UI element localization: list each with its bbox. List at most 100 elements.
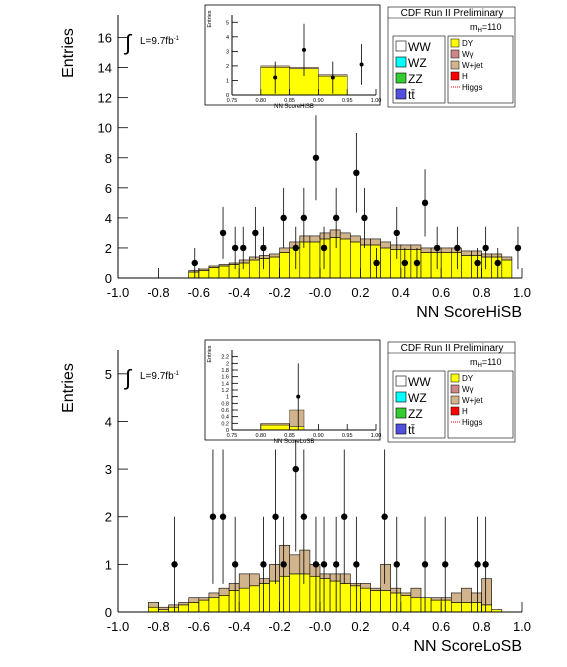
histogram-bar	[178, 604, 190, 613]
x-tick-label: 1.00	[371, 433, 382, 439]
histogram-bar	[471, 592, 482, 603]
y-tick-label: 0	[105, 605, 112, 620]
data-point	[494, 259, 501, 267]
x-tick-label: 0.90	[313, 433, 324, 439]
data-point	[300, 513, 308, 520]
histogram-bar	[329, 573, 341, 582]
histogram-bar	[339, 238, 351, 279]
data-point	[240, 244, 247, 252]
histogram-bar	[218, 264, 230, 267]
legend-swatch	[395, 391, 407, 403]
histogram-bar	[259, 255, 270, 259]
luminosity-unit-power: -1	[174, 36, 180, 42]
histogram-bar	[188, 270, 200, 273]
y-tick-label: 16	[98, 31, 112, 46]
histogram-bar	[339, 573, 351, 584]
histogram-bar	[208, 265, 220, 268]
x-tick-label: -0.0	[309, 619, 331, 634]
data-point	[332, 214, 340, 222]
legend-label: WZ	[408, 391, 427, 405]
data-point	[373, 259, 380, 267]
luminosity-value: L=9.7fb	[140, 371, 174, 382]
legend-swatch	[395, 407, 407, 419]
legend-swatch	[395, 40, 407, 52]
legend-swatch	[395, 88, 407, 100]
histogram-bar	[440, 599, 452, 613]
x-tick-label: 0.2	[351, 285, 369, 300]
x-tick-label: 0.2	[351, 619, 369, 634]
data-point	[474, 561, 481, 568]
histogram-bar	[269, 580, 280, 613]
y-tick-label: 8	[105, 151, 112, 166]
histogram-bar	[259, 578, 270, 584]
legend-label: WZ	[408, 56, 427, 70]
histogram-bar	[440, 252, 452, 279]
histogram-bar	[259, 258, 270, 279]
data-point	[442, 561, 449, 568]
histogram-bar	[450, 592, 462, 603]
data-point	[514, 244, 522, 252]
data-point	[260, 561, 267, 568]
y-tick-label: 1	[105, 557, 112, 572]
data-point	[171, 561, 178, 568]
histogram-bar	[289, 554, 301, 575]
histogram-bar	[420, 597, 432, 613]
legend-label: DY	[462, 39, 474, 48]
data-point	[292, 465, 299, 473]
legend-label: WW	[408, 375, 431, 389]
legend-swatch	[450, 60, 460, 70]
histogram-bar	[299, 235, 311, 243]
histogram-bar	[370, 587, 381, 591]
y-tick-label: 4	[105, 211, 112, 226]
histogram-bar	[269, 256, 280, 279]
mass-label: mH=110	[470, 357, 501, 369]
legend-label: Wγ	[462, 50, 474, 59]
histogram-bar	[228, 262, 240, 265]
legend-label: H	[462, 407, 468, 416]
histogram-bar	[238, 262, 250, 279]
x-tick-label: 0.80	[255, 433, 266, 439]
histogram-bar	[208, 267, 220, 279]
y-tick-label: 2	[226, 64, 229, 70]
x-axis-title: NN ScoreHiSB	[274, 104, 314, 110]
x-tick-label: -0.4	[228, 619, 250, 634]
y-tick-label: 0	[226, 93, 229, 99]
histogram-bar	[188, 597, 200, 603]
data-point	[296, 394, 301, 399]
x-tick-label: 0.4	[392, 285, 410, 300]
mass-subscript: H	[478, 363, 482, 369]
histogram-bar	[289, 573, 301, 613]
legend-swatch	[450, 395, 460, 405]
histogram-bar	[208, 597, 220, 613]
histogram-bar	[390, 587, 402, 594]
legend-swatch	[450, 373, 460, 383]
y-tick-label: 2	[226, 361, 229, 367]
data-point	[421, 199, 429, 207]
histogram-bar	[228, 264, 240, 279]
data-point	[219, 513, 227, 520]
histogram-bar	[370, 238, 381, 246]
x-axis-title: NN ScoreLoSB	[414, 638, 523, 655]
histogram-bar	[148, 602, 159, 608]
histogram-bar	[158, 606, 169, 610]
histogram-bar	[238, 587, 250, 613]
luminosity-unit-power: -1	[174, 371, 180, 377]
legend-swatch	[395, 375, 407, 387]
data-point	[393, 561, 400, 568]
data-point	[191, 259, 198, 267]
x-tick-label: 0.6	[432, 285, 450, 300]
histogram-bar	[299, 573, 311, 613]
histogram-bar	[339, 232, 351, 240]
data-point	[302, 47, 306, 52]
legend-label: WW	[408, 40, 431, 54]
legend-label: W+jet	[462, 61, 483, 70]
histogram-bar	[218, 587, 230, 596]
y-axis-title: Entries	[207, 345, 213, 362]
histogram-bar	[450, 252, 462, 279]
histogram-bar	[380, 247, 392, 279]
legend-label: ZZ	[408, 407, 423, 421]
histogram-bar	[349, 583, 361, 587]
histogram-bar	[400, 244, 412, 250]
histogram-bar	[238, 573, 250, 589]
